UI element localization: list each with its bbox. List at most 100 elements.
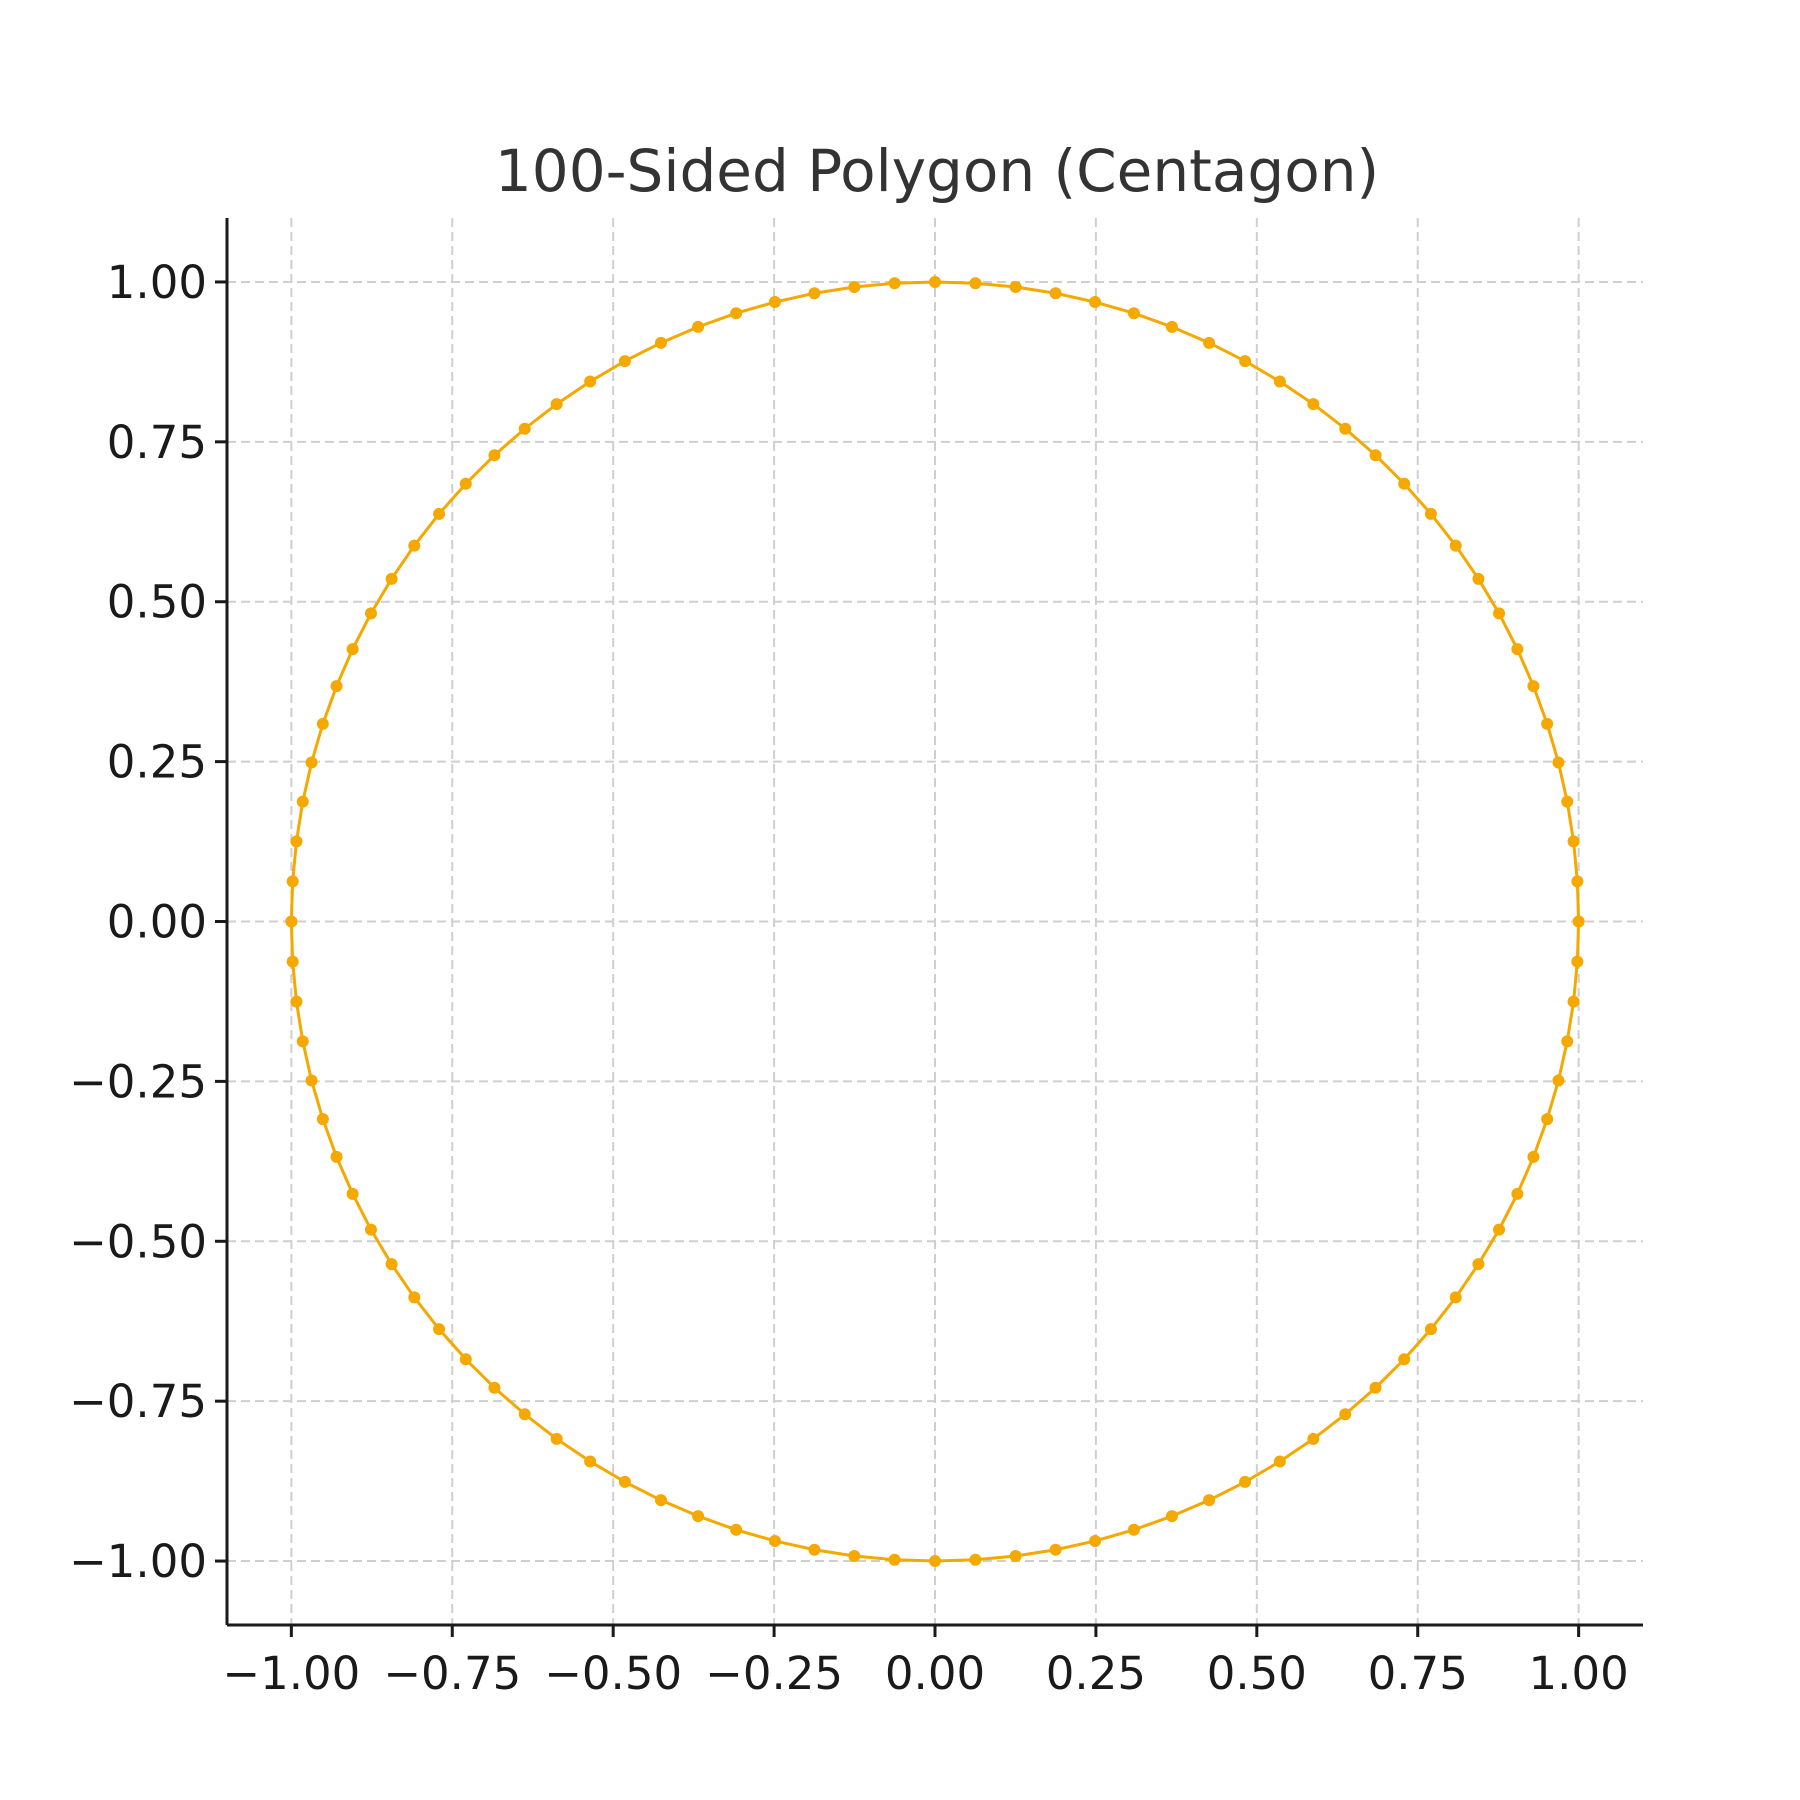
data-point — [848, 281, 861, 294]
data-point — [459, 477, 472, 490]
data-point — [1424, 507, 1437, 520]
data-point — [692, 1510, 705, 1523]
y-tick-label: 1.00 — [107, 256, 207, 309]
x-tick-label: 0.75 — [1368, 1647, 1468, 1700]
x-tick-label: 0.25 — [1046, 1647, 1146, 1700]
data-point — [584, 375, 597, 388]
data-point — [1339, 422, 1352, 435]
x-tick-label: 1.00 — [1529, 1647, 1629, 1700]
data-point — [1571, 875, 1584, 888]
data-point — [1369, 449, 1382, 462]
data-point — [550, 398, 563, 411]
data-point — [1049, 287, 1062, 300]
data-point — [1049, 1543, 1062, 1556]
x-tick-label: −0.50 — [544, 1647, 682, 1700]
data-point — [285, 915, 298, 928]
data-point — [1541, 717, 1554, 730]
data-point — [1398, 1353, 1411, 1366]
data-point — [584, 1455, 597, 1468]
data-point — [1527, 1150, 1540, 1163]
data-point — [459, 1353, 472, 1366]
y-tick-label: 0.50 — [107, 576, 207, 629]
data-point — [518, 1408, 531, 1421]
data-point — [290, 995, 303, 1008]
data-point — [433, 507, 446, 520]
series-centagon — [285, 275, 1585, 1568]
data-point — [888, 1553, 901, 1566]
y-tick-label: −0.25 — [69, 1055, 207, 1108]
data-point — [1472, 1258, 1485, 1271]
data-point — [1511, 1187, 1524, 1200]
data-point — [296, 1035, 309, 1048]
data-point — [1165, 320, 1178, 333]
data-point — [1493, 1223, 1506, 1236]
data-point — [969, 277, 982, 290]
data-point — [1472, 572, 1485, 585]
data-point — [1527, 680, 1540, 693]
data-point — [692, 320, 705, 333]
data-point — [1567, 995, 1580, 1008]
data-point — [550, 1432, 563, 1445]
data-point — [1449, 1291, 1462, 1304]
x-tick-label: −0.75 — [383, 1647, 521, 1700]
y-tick-label: −1.00 — [69, 1535, 207, 1588]
x-tick-label: −0.25 — [705, 1647, 843, 1700]
data-point — [1127, 1523, 1140, 1536]
data-point — [969, 1553, 982, 1566]
data-point — [296, 795, 309, 808]
y-tick-label: −0.75 — [69, 1375, 207, 1428]
data-point — [408, 1291, 421, 1304]
data-point — [488, 449, 501, 462]
data-point — [385, 1258, 398, 1271]
y-tick-label: 0.00 — [107, 896, 207, 949]
data-point — [768, 1534, 781, 1547]
data-point — [1561, 1035, 1574, 1048]
y-ticks: −1.00 −0.75 −0.50 −0.25 0.00 0.25 0.50 0.75 1.00 — [69, 256, 227, 1588]
data-point — [346, 1187, 359, 1200]
x-tick-label: 0.00 — [885, 1647, 985, 1700]
y-tick-label: 0.25 — [107, 736, 207, 789]
data-point — [654, 336, 667, 349]
data-point — [286, 875, 299, 888]
data-point — [1273, 1455, 1286, 1468]
y-tick-label: −0.50 — [69, 1215, 207, 1268]
data-point — [1572, 915, 1585, 928]
data-point — [1561, 795, 1574, 808]
data-point — [1511, 643, 1524, 656]
data-point — [330, 680, 343, 693]
x-tick-label: 0.50 — [1207, 1647, 1307, 1700]
data-point — [1369, 1381, 1382, 1394]
data-point — [1089, 296, 1102, 309]
data-point — [1089, 1534, 1102, 1547]
data-point — [385, 572, 398, 585]
data-point — [1307, 398, 1320, 411]
data-point — [1165, 1510, 1178, 1523]
data-point — [808, 1543, 821, 1556]
data-point — [1571, 955, 1584, 968]
data-point — [433, 1323, 446, 1336]
data-point — [518, 422, 531, 435]
data-point — [1203, 336, 1216, 349]
data-point — [1239, 355, 1252, 368]
data-point — [1398, 477, 1411, 490]
data-point — [316, 717, 329, 730]
data-point — [654, 1494, 667, 1507]
chart-title: 100-Sided Polygon (Centagon) — [495, 137, 1379, 205]
grid — [227, 218, 1643, 1625]
data-point — [488, 1381, 501, 1394]
data-point — [618, 1475, 631, 1488]
data-point — [305, 1074, 318, 1087]
data-point — [929, 275, 941, 288]
data-point — [730, 1523, 743, 1536]
data-point — [1493, 607, 1506, 620]
y-tick-label: 0.75 — [107, 416, 207, 469]
data-point — [1239, 1475, 1252, 1488]
data-point — [286, 955, 299, 968]
data-point — [1449, 539, 1462, 552]
data-point — [364, 1223, 377, 1236]
data-point — [1339, 1408, 1352, 1421]
data-point — [364, 607, 377, 620]
data-point — [316, 1113, 329, 1126]
data-point — [408, 539, 421, 552]
